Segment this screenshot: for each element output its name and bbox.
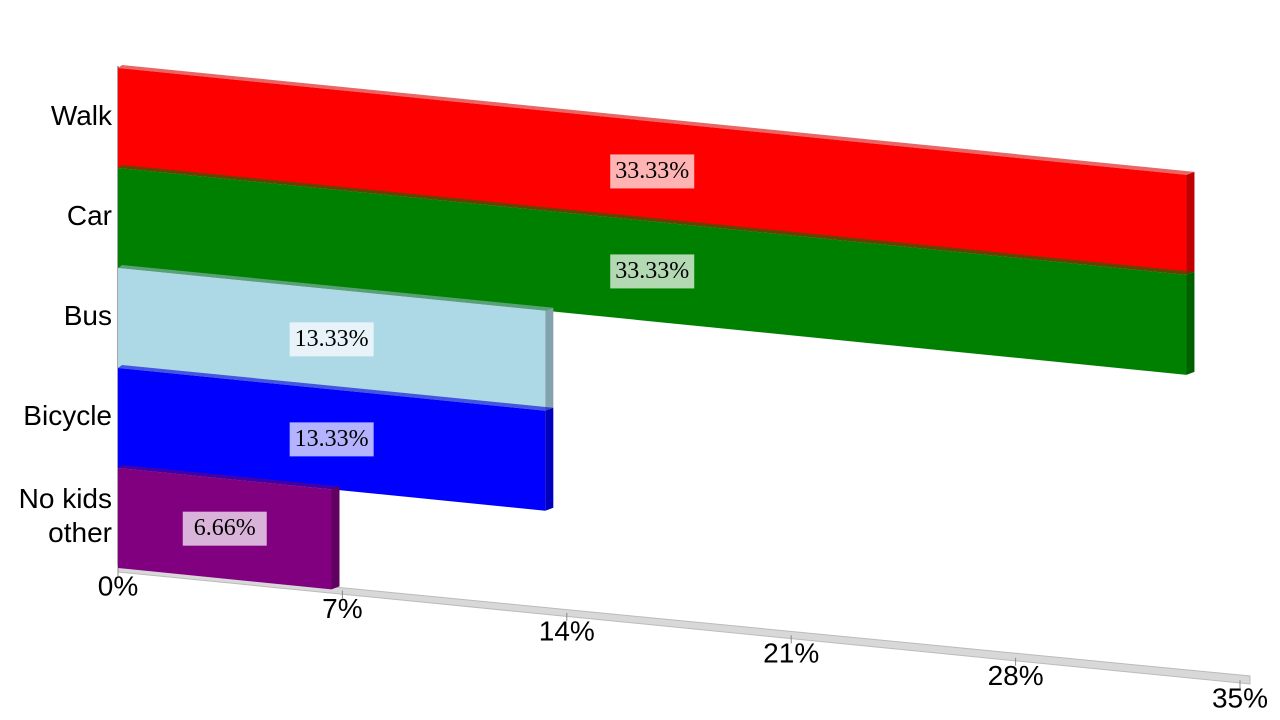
x-tick-label: 0% xyxy=(98,570,138,601)
x-tick-label: 28% xyxy=(988,660,1044,691)
value-label: 6.66% xyxy=(194,515,256,541)
y-tick-label: Walk xyxy=(51,100,113,131)
y-tick-label: Car xyxy=(67,200,112,231)
value-label-bg xyxy=(289,422,374,457)
value-label: 33.33% xyxy=(615,158,689,184)
value-label-bg xyxy=(289,322,374,357)
bar-side xyxy=(545,307,554,411)
y-tick-label: Bicycle xyxy=(23,400,112,431)
bar-top xyxy=(118,465,340,490)
y-tick-label: Bus xyxy=(64,300,112,331)
value-label-bg xyxy=(610,154,695,189)
x-tick-label: 35% xyxy=(1212,683,1268,714)
value-label: 13.33% xyxy=(295,326,369,352)
y-tick-label: No kids other xyxy=(19,483,112,548)
bar-side xyxy=(1186,271,1195,375)
value-label: 13.33% xyxy=(295,426,369,452)
bar-side xyxy=(1186,171,1195,275)
x-tick-label: 7% xyxy=(322,593,362,624)
bar-top xyxy=(118,265,554,311)
bar-top xyxy=(118,65,1195,175)
value-label: 33.33% xyxy=(615,258,689,284)
bar-top xyxy=(118,365,554,411)
bar-top xyxy=(118,165,1195,275)
x-tick-label: 14% xyxy=(539,615,595,646)
bar-side xyxy=(331,486,340,590)
bar-side xyxy=(545,407,554,511)
x-tick-label: 21% xyxy=(763,638,819,669)
value-label-bg xyxy=(182,511,267,546)
value-label-bg xyxy=(610,254,695,289)
